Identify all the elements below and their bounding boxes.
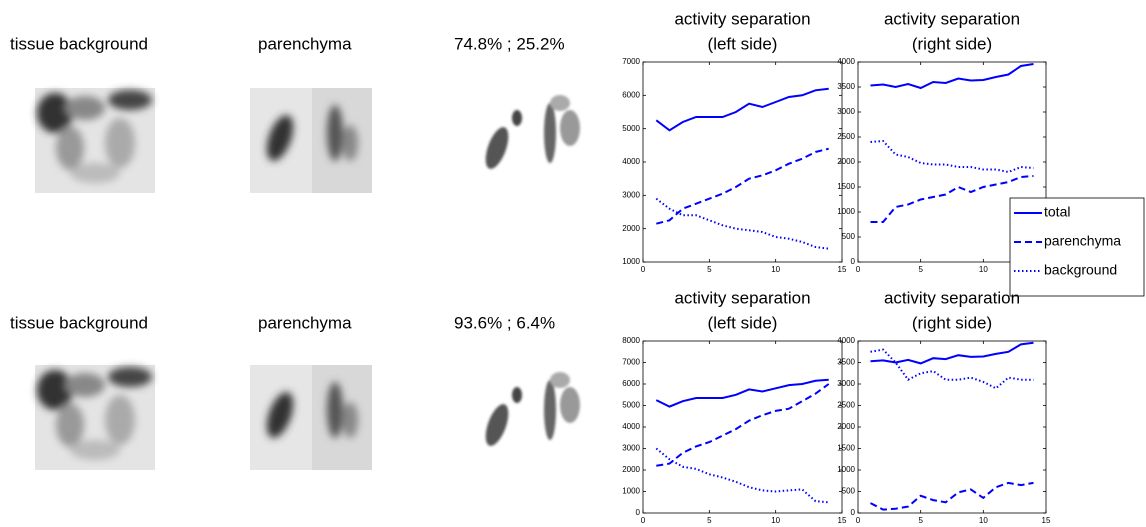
panel-label: 93.6% ; 6.4% xyxy=(454,313,555,332)
y-tick-label: 500 xyxy=(842,487,856,496)
y-tick-label: 2500 xyxy=(837,132,855,141)
panel-label: 74.8% ; 25.2% xyxy=(454,34,565,53)
y-tick-label: 5000 xyxy=(622,124,640,133)
y-tick-label: 1000 xyxy=(837,207,855,216)
x-tick-label: 5 xyxy=(918,265,923,274)
y-tick-label: 1500 xyxy=(837,182,855,191)
chart-title: activity separation xyxy=(884,288,1020,307)
y-tick-label: 5000 xyxy=(622,401,640,410)
chart-subtitle: (left side) xyxy=(708,34,778,53)
x-tick-label: 0 xyxy=(856,516,861,525)
x-tick-label: 15 xyxy=(1042,516,1051,525)
panel-label: tissue background xyxy=(10,34,148,53)
y-tick-label: 7000 xyxy=(622,57,640,66)
x-tick-label: 5 xyxy=(707,516,712,525)
x-tick-label: 10 xyxy=(771,265,780,274)
x-tick-label: 15 xyxy=(838,516,847,525)
chart-subtitle: (right side) xyxy=(912,34,992,53)
y-tick-label: 2000 xyxy=(837,157,855,166)
legend-label: background xyxy=(1044,262,1117,278)
y-tick-label: 6000 xyxy=(622,379,640,388)
x-tick-label: 5 xyxy=(707,265,712,274)
chart-subtitle: (right side) xyxy=(912,313,992,332)
y-tick-label: 2000 xyxy=(622,224,640,233)
figure: tissue background parenchyma 74.8% ; 25.2%… xyxy=(0,0,1146,527)
y-tick-label: 4000 xyxy=(837,336,855,345)
y-tick-label: 4000 xyxy=(622,157,640,166)
y-tick-label: 3500 xyxy=(837,82,855,91)
y-tick-label: 8000 xyxy=(622,336,640,345)
y-tick-label: 1500 xyxy=(837,444,855,453)
x-tick-label: 0 xyxy=(641,265,646,274)
panel-label: parenchyma xyxy=(258,34,352,53)
legend-label: parenchyma xyxy=(1044,233,1121,249)
chart-title: activity separation xyxy=(674,288,810,307)
x-tick-label: 0 xyxy=(641,516,646,525)
plot-frame xyxy=(858,341,1046,513)
y-tick-label: 4000 xyxy=(837,57,855,66)
y-tick-label: 3000 xyxy=(622,444,640,453)
legend-label: total xyxy=(1044,204,1070,220)
y-tick-label: 3000 xyxy=(837,107,855,116)
row-images-1 xyxy=(35,88,580,193)
y-tick-label: 2000 xyxy=(622,465,640,474)
chart-subtitle: (left side) xyxy=(708,313,778,332)
y-tick-label: 3500 xyxy=(837,358,855,367)
x-tick-label: 0 xyxy=(856,265,861,274)
x-tick-label: 10 xyxy=(771,516,780,525)
y-tick-label: 4000 xyxy=(622,422,640,431)
y-tick-label: 7000 xyxy=(622,358,640,367)
x-tick-label: 10 xyxy=(979,265,988,274)
y-tick-label: 2000 xyxy=(837,422,855,431)
plot-frame xyxy=(643,341,842,513)
y-tick-label: 3000 xyxy=(837,379,855,388)
y-tick-label: 1000 xyxy=(837,465,855,474)
chart-title: activity separation xyxy=(674,9,810,28)
x-tick-label: 5 xyxy=(918,516,923,525)
panel-label: parenchyma xyxy=(258,313,352,332)
y-tick-label: 500 xyxy=(842,232,856,241)
row-images-2 xyxy=(35,365,580,470)
y-tick-label: 1000 xyxy=(622,487,640,496)
x-tick-label: 15 xyxy=(838,265,847,274)
chart-title: activity separation xyxy=(884,9,1020,28)
panel-label: tissue background xyxy=(10,313,148,332)
x-tick-label: 10 xyxy=(979,516,988,525)
y-tick-label: 1000 xyxy=(622,257,640,266)
y-tick-label: 6000 xyxy=(622,90,640,99)
y-tick-label: 3000 xyxy=(622,190,640,199)
y-tick-label: 2500 xyxy=(837,401,855,410)
